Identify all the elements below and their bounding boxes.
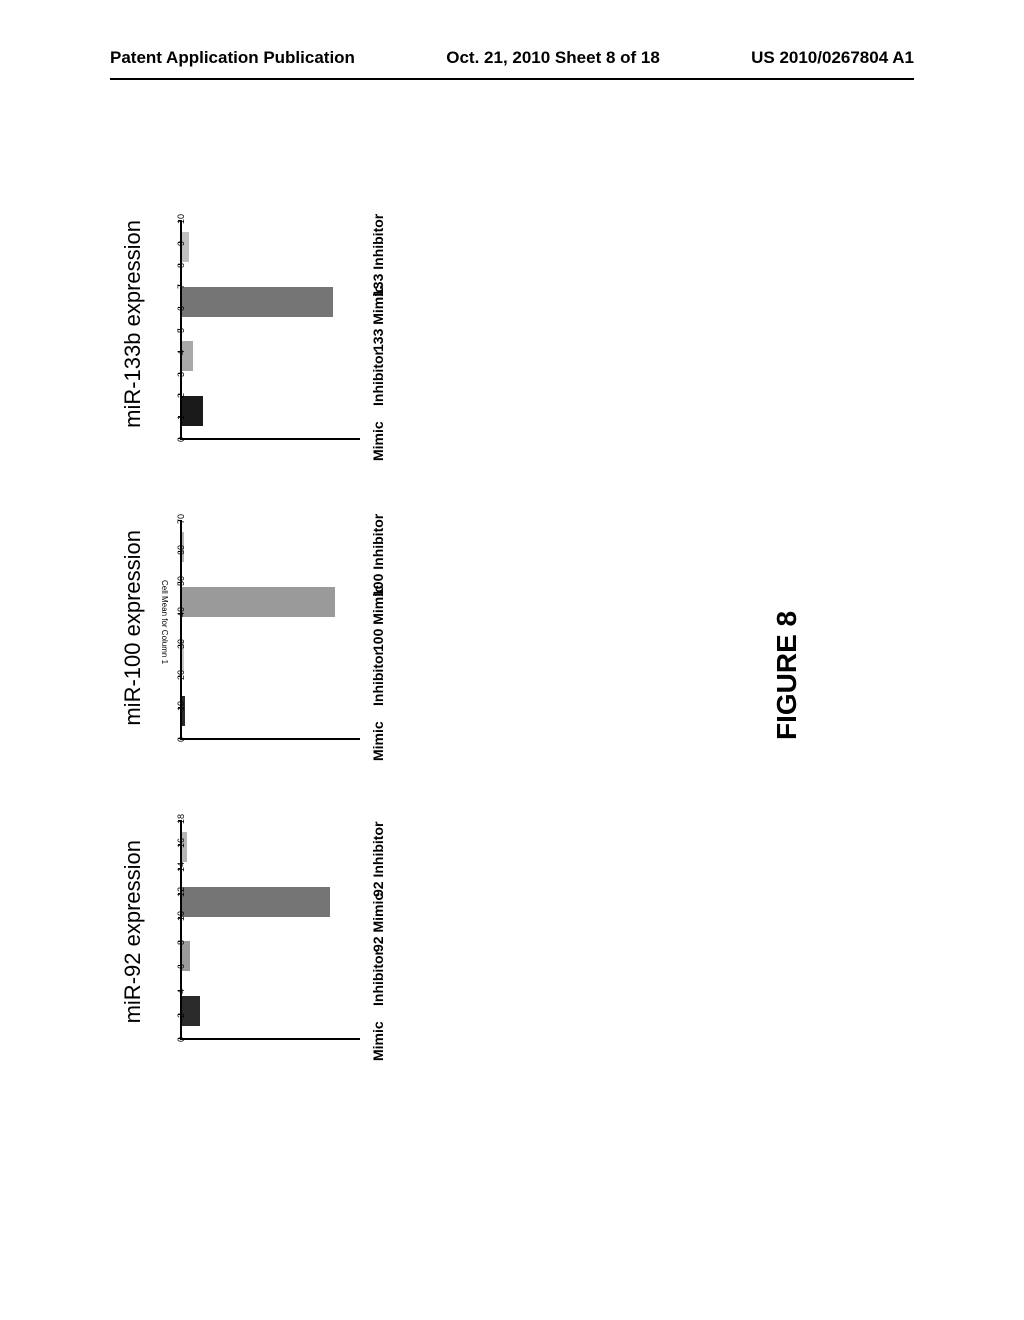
axis-tick (178, 990, 182, 991)
axis-tick (178, 868, 182, 869)
header-rule (110, 78, 914, 80)
chart-mir133b-plot: MimicInhibitor133 Mimic133 Inhibitor0123… (180, 220, 360, 440)
axis-tick (178, 551, 182, 552)
axis-tick (178, 820, 182, 821)
bar (182, 396, 203, 426)
axis-tick (178, 307, 182, 308)
category-label: 92 Inhibitor (370, 797, 386, 897)
axis-tick (178, 1014, 182, 1015)
axis-tick (178, 220, 182, 221)
chart-mir100-title: miR-100 expression (120, 530, 146, 726)
category-label: 100 Inhibitor (370, 497, 386, 597)
chart-mir92: miR-92 expression MimicInhibitor92 Mimic… (150, 800, 410, 1100)
axis-tick (178, 738, 182, 739)
axis-tick (178, 965, 182, 966)
axis-tick-label: 10 (176, 911, 186, 921)
axis-tick-label: 20 (176, 670, 186, 680)
category-label: 133 Inhibitor (370, 197, 386, 297)
axis-tick-label: 12 (176, 887, 186, 897)
figure-label: FIGURE 8 (771, 611, 803, 740)
axis-tick-label: 10 (176, 214, 186, 224)
axis-tick (178, 520, 182, 521)
header-right: US 2010/0267804 A1 (751, 48, 914, 68)
axis-tick (178, 645, 182, 646)
axis-tick-label: 10 (176, 701, 186, 711)
axis-tick (178, 351, 182, 352)
bar (182, 287, 333, 317)
axis-tick (178, 941, 182, 942)
axis-tick (178, 242, 182, 243)
bar (182, 996, 200, 1026)
axis-tick (178, 264, 182, 265)
header-left: Patent Application Publication (110, 48, 355, 68)
axis-tick-label: 14 (176, 862, 186, 872)
bar (182, 887, 330, 917)
bar (182, 587, 335, 617)
axis-tick (178, 707, 182, 708)
axis-tick-label: 18 (176, 814, 186, 824)
axis-tick (178, 582, 182, 583)
axis-tick (178, 329, 182, 330)
figure-area: FIGURE 8 miR-92 expression MimicInhibito… (150, 200, 780, 1100)
axis-label: Cell Mean for Column 1 (160, 580, 169, 664)
axis-tick-label: 70 (176, 514, 186, 524)
axis-tick-label: 50 (176, 576, 186, 586)
axis-tick (178, 394, 182, 395)
axis-tick (178, 844, 182, 845)
header-center: Oct. 21, 2010 Sheet 8 of 18 (446, 48, 660, 68)
axis-tick-label: 30 (176, 639, 186, 649)
axis-tick (178, 373, 182, 374)
bar (182, 341, 193, 371)
bar (182, 232, 189, 262)
axis-tick (178, 917, 182, 918)
axis-tick-label: 40 (176, 607, 186, 617)
axis-tick (178, 285, 182, 286)
axis-tick (178, 416, 182, 417)
axis-tick (178, 893, 182, 894)
axis-tick (178, 1038, 182, 1039)
axis-tick-label: 16 (176, 838, 186, 848)
page-header: Patent Application Publication Oct. 21, … (0, 48, 1024, 68)
page: Patent Application Publication Oct. 21, … (0, 0, 1024, 1320)
axis-tick (178, 613, 182, 614)
axis-tick (178, 438, 182, 439)
chart-mir133b: miR-133b expression MimicInhibitor133 Mi… (150, 200, 410, 500)
chart-mir92-title: miR-92 expression (120, 840, 146, 1023)
chart-mir100: miR-100 expression MimicInhibitor100 Mim… (150, 500, 410, 800)
axis-tick-label: 60 (176, 545, 186, 555)
chart-mir133b-title: miR-133b expression (120, 220, 146, 428)
axis-tick (178, 676, 182, 677)
chart-mir100-plot: MimicInhibitor100 Mimic100 Inhibitor0102… (180, 520, 360, 740)
chart-mir92-plot: MimicInhibitor92 Mimic92 Inhibitor024681… (180, 820, 360, 1040)
